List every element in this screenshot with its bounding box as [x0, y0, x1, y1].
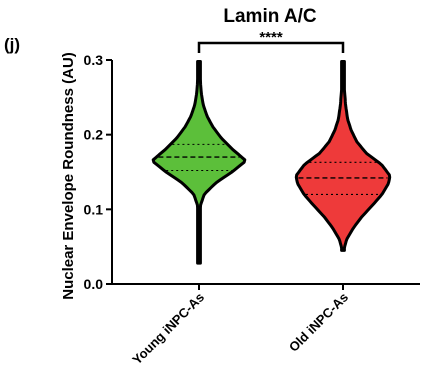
significance-bracket — [197, 41, 345, 53]
y-tick-label: 0.3 — [84, 52, 104, 68]
plot-area: 0.0 0.1 0.2 0.3 Young iNPC-As Old iNPC-As **** — [84, 29, 420, 367]
x-tick-label: Old iNPC-As — [286, 290, 351, 355]
x-tick-label: Young iNPC-As — [129, 290, 207, 368]
y-axis-label: Nuclear Envelope Roundness (AU) — [60, 52, 77, 300]
y-tick-label: 0.0 — [84, 276, 104, 292]
panel-label: (j) — [4, 35, 20, 54]
violin-young — [151, 60, 247, 265]
significance-label: **** — [259, 29, 283, 46]
violin-old — [294, 60, 392, 252]
y-tick-label: 0.2 — [84, 127, 104, 143]
y-tick-label: 0.1 — [84, 201, 104, 217]
chart-title: Lamin A/C — [223, 6, 317, 27]
